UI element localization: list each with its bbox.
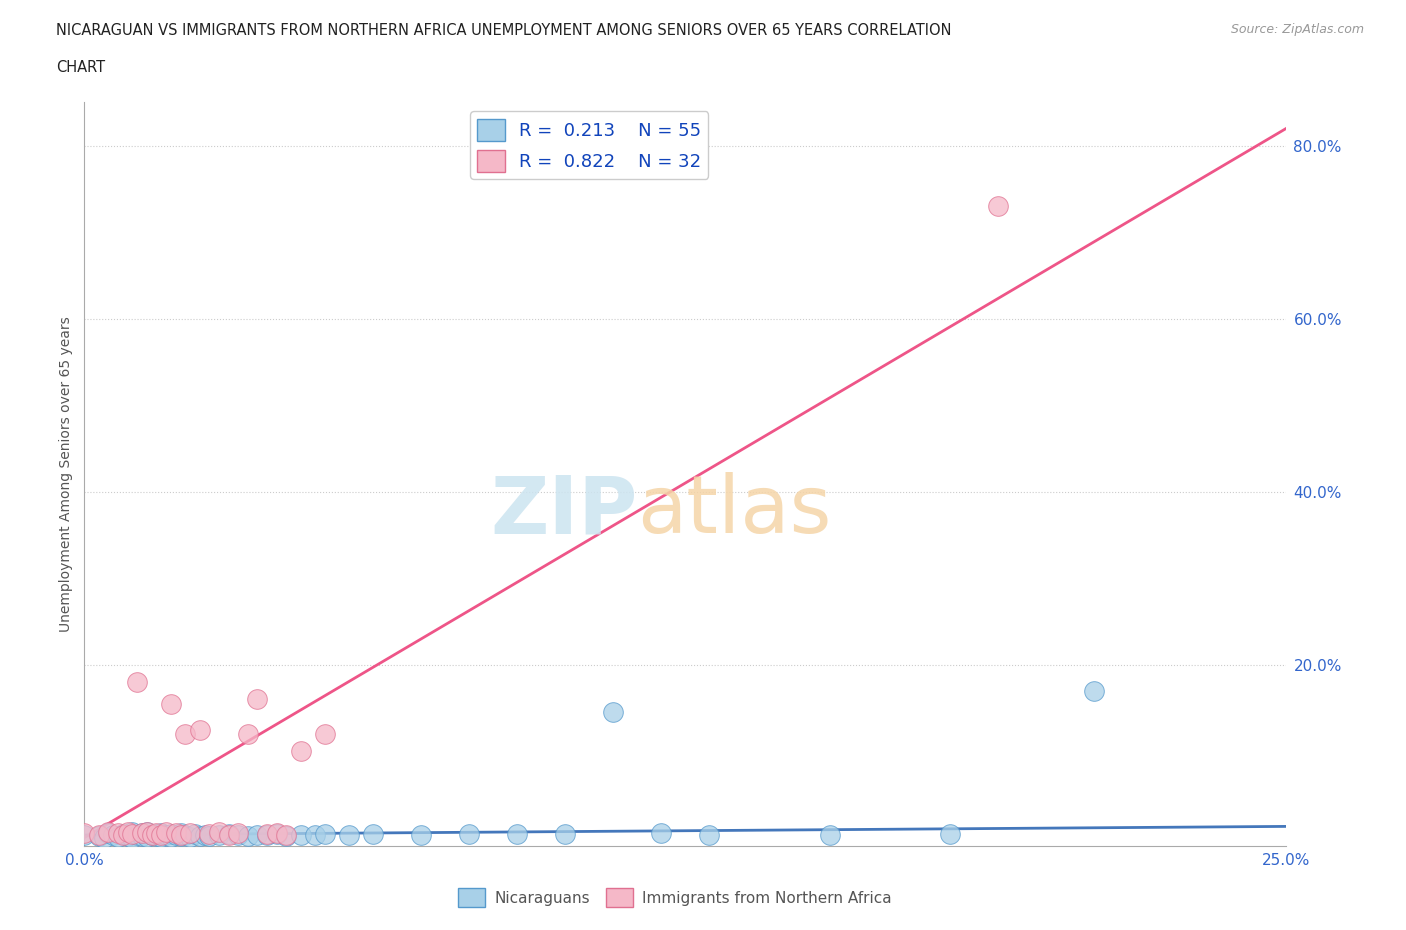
Point	[135, 825, 157, 840]
Point	[131, 829, 153, 844]
Point	[107, 826, 129, 841]
Point	[699, 828, 721, 843]
Point	[150, 828, 173, 843]
Point	[818, 828, 841, 843]
Point	[266, 827, 288, 842]
Point	[145, 829, 167, 844]
Point	[87, 829, 110, 844]
Point	[276, 829, 298, 844]
Point	[155, 825, 177, 840]
Point	[276, 828, 298, 843]
Point	[165, 826, 187, 841]
Point	[131, 826, 153, 841]
Point	[554, 827, 576, 842]
Point	[169, 828, 191, 843]
Point	[208, 828, 231, 843]
Point	[111, 828, 134, 843]
Point	[103, 828, 125, 843]
Point	[150, 830, 173, 844]
Point	[184, 827, 207, 842]
Point	[236, 726, 259, 741]
Point	[141, 828, 163, 843]
Point	[145, 827, 167, 842]
Point	[218, 827, 240, 842]
Point	[97, 826, 120, 841]
Point	[169, 826, 191, 841]
Point	[246, 692, 269, 707]
Point	[304, 828, 326, 843]
Point	[179, 826, 201, 841]
Point	[174, 828, 197, 843]
Point	[194, 828, 217, 843]
Point	[135, 830, 157, 844]
Point	[121, 830, 143, 845]
Point	[169, 829, 191, 844]
Point	[314, 827, 336, 842]
Point	[198, 827, 221, 842]
Point	[155, 828, 177, 843]
Point	[290, 744, 312, 759]
Point	[939, 827, 962, 842]
Text: Source: ZipAtlas.com: Source: ZipAtlas.com	[1230, 23, 1364, 36]
Legend: Nicaraguans, Immigrants from Northern Africa: Nicaraguans, Immigrants from Northern Af…	[451, 883, 898, 913]
Point	[107, 830, 129, 844]
Point	[121, 824, 143, 839]
Point	[314, 726, 336, 741]
Point	[987, 199, 1010, 214]
Point	[121, 827, 143, 842]
Point	[602, 705, 624, 720]
Point	[117, 825, 139, 840]
Text: atlas: atlas	[637, 472, 832, 551]
Point	[198, 829, 221, 844]
Point	[208, 825, 231, 840]
Point	[650, 826, 672, 841]
Point	[87, 828, 110, 843]
Point	[160, 830, 183, 844]
Text: CHART: CHART	[56, 60, 105, 75]
Point	[236, 829, 259, 844]
Point	[1083, 684, 1105, 698]
Point	[290, 828, 312, 843]
Point	[111, 827, 134, 842]
Point	[256, 827, 278, 842]
Point	[506, 827, 529, 842]
Point	[179, 830, 201, 844]
Point	[93, 830, 115, 845]
Text: ZIP: ZIP	[491, 472, 637, 551]
Point	[337, 828, 360, 843]
Point	[127, 828, 149, 843]
Point	[218, 828, 240, 843]
Point	[160, 697, 183, 711]
Point	[409, 828, 432, 843]
Point	[246, 828, 269, 843]
Point	[131, 826, 153, 841]
Point	[127, 674, 149, 689]
Point	[361, 827, 384, 842]
Point	[73, 828, 96, 843]
Point	[256, 828, 278, 843]
Point	[150, 826, 173, 841]
Text: NICARAGUAN VS IMMIGRANTS FROM NORTHERN AFRICA UNEMPLOYMENT AMONG SENIORS OVER 65: NICARAGUAN VS IMMIGRANTS FROM NORTHERN A…	[56, 23, 952, 38]
Point	[188, 829, 211, 844]
Point	[165, 828, 187, 843]
Point	[117, 829, 139, 844]
Point	[160, 827, 183, 842]
Point	[226, 828, 249, 843]
Point	[141, 828, 163, 843]
Point	[458, 827, 481, 842]
Point	[97, 825, 120, 840]
Point	[174, 726, 197, 741]
Point	[226, 826, 249, 841]
Y-axis label: Unemployment Among Seniors over 65 years: Unemployment Among Seniors over 65 years	[59, 316, 73, 632]
Legend: R =  0.213    N = 55, R =  0.822    N = 32: R = 0.213 N = 55, R = 0.822 N = 32	[470, 112, 709, 179]
Point	[145, 826, 167, 841]
Point	[135, 825, 157, 840]
Point	[188, 722, 211, 737]
Point	[73, 826, 96, 841]
Point	[266, 826, 288, 841]
